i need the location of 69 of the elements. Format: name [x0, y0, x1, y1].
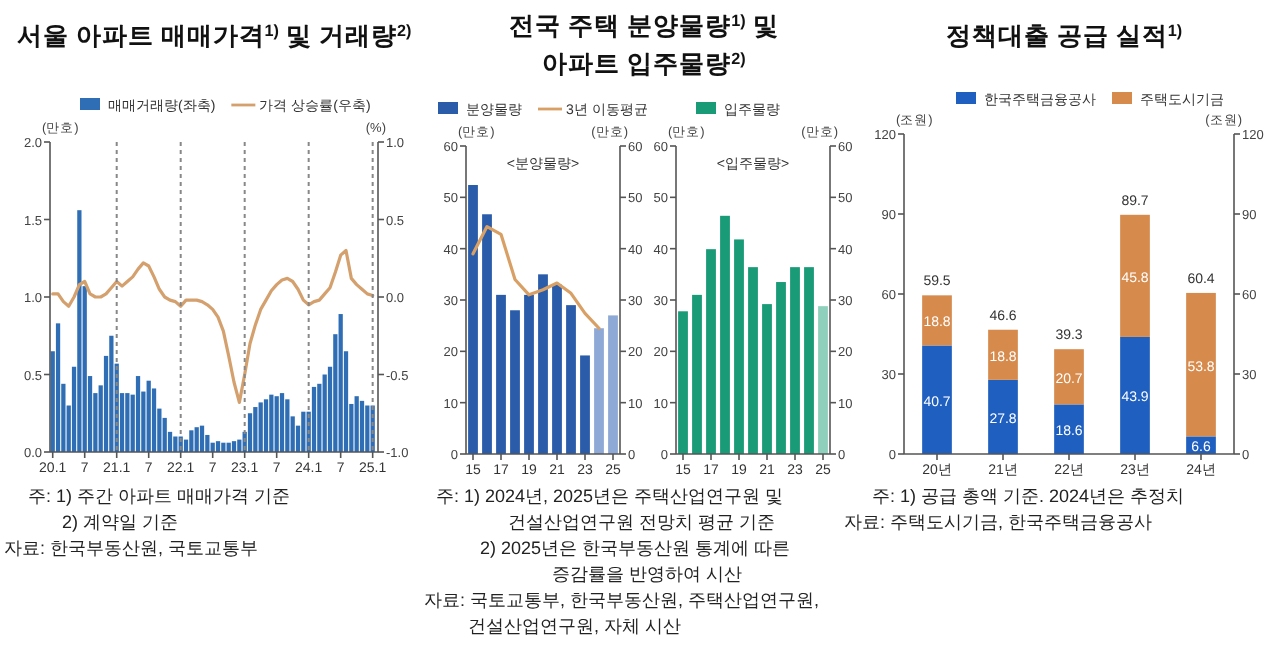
- bar: [776, 282, 786, 454]
- bar: [496, 294, 506, 454]
- bar: [608, 315, 618, 454]
- bar: [720, 215, 730, 454]
- bar: [762, 304, 772, 454]
- bar: [922, 345, 952, 454]
- bar: [135, 376, 141, 452]
- bar: [125, 393, 130, 452]
- bar: [1054, 349, 1084, 405]
- bar: [263, 399, 269, 452]
- bar: [253, 407, 258, 452]
- bar: [322, 374, 327, 452]
- bar: [468, 185, 478, 454]
- bar: [258, 402, 263, 452]
- chart-title: 전국 주택 분양물량$^{1)}$ 및 아파트 입주물량$^{2)}$: [509, 11, 779, 78]
- bar: [580, 355, 590, 454]
- bar: [338, 314, 343, 452]
- text: 주: 1) 공급 총액 기준. 2024년은 추정치: [872, 486, 1185, 506]
- bar: [566, 305, 576, 454]
- bar: [734, 239, 744, 454]
- bar: [482, 214, 492, 454]
- text: 주: 1) 2024년, 2025년은 주택산업연구원 및 건설산업연구원 전망치 평균 기준: [436, 486, 784, 532]
- bar: [790, 267, 800, 454]
- bar: [317, 383, 322, 452]
- bar: [988, 329, 1018, 380]
- bar: [162, 417, 167, 452]
- bar: [146, 380, 151, 452]
- bar: [922, 295, 952, 346]
- bar: [55, 323, 61, 452]
- text: 2) 계약일 기준: [62, 512, 179, 532]
- text: 자료: 한국부동산원, 국토교통부: [4, 538, 259, 558]
- bar: [692, 294, 702, 454]
- chart-title: 서울 아파트 매매가격$^{1)}$ 및 거래량$^{2)}$: [16, 21, 412, 50]
- bar: [365, 405, 370, 452]
- chart-title: 정책대출 공급 실적$^{1)}$: [945, 21, 1183, 50]
- bar: [109, 335, 114, 452]
- bar: [748, 267, 758, 454]
- bar: [510, 310, 520, 454]
- bar: [194, 427, 199, 452]
- bar: [279, 393, 285, 452]
- bar: [988, 379, 1018, 454]
- bar: [678, 311, 688, 454]
- bar: [311, 386, 317, 452]
- bar: [247, 413, 253, 452]
- bar: [706, 249, 716, 454]
- bar: [285, 399, 290, 452]
- bar: [274, 396, 279, 452]
- text: 자료: 주택도시기금, 한국주택금융공사: [844, 512, 1153, 532]
- bar: [1186, 292, 1216, 437]
- bar: [594, 328, 604, 454]
- text: 자료: 국토교통부, 한국부동산원, 주택산업연구원, 건설산업연구원, 자체 시산: [424, 590, 820, 636]
- bar: [524, 294, 534, 454]
- bar: [354, 396, 359, 452]
- bar: [1120, 336, 1150, 454]
- bar: [1120, 214, 1150, 337]
- bar: [151, 388, 157, 452]
- bar: [538, 274, 548, 454]
- line-series: [471, 225, 601, 330]
- bar: [269, 394, 274, 452]
- line-series: [51, 248, 375, 404]
- text: 주: 1) 주간 아파트 매매가격 기준: [28, 486, 291, 506]
- bar: [359, 400, 365, 452]
- bar: [189, 430, 194, 452]
- bar: [77, 210, 82, 452]
- text: 2) 2025년은 한국부동산원 통계에 따른 증감률을 반영하여 시산: [480, 538, 791, 584]
- bar: [552, 284, 562, 454]
- bar: [804, 267, 814, 454]
- bar: [301, 411, 306, 452]
- bar: [818, 306, 828, 454]
